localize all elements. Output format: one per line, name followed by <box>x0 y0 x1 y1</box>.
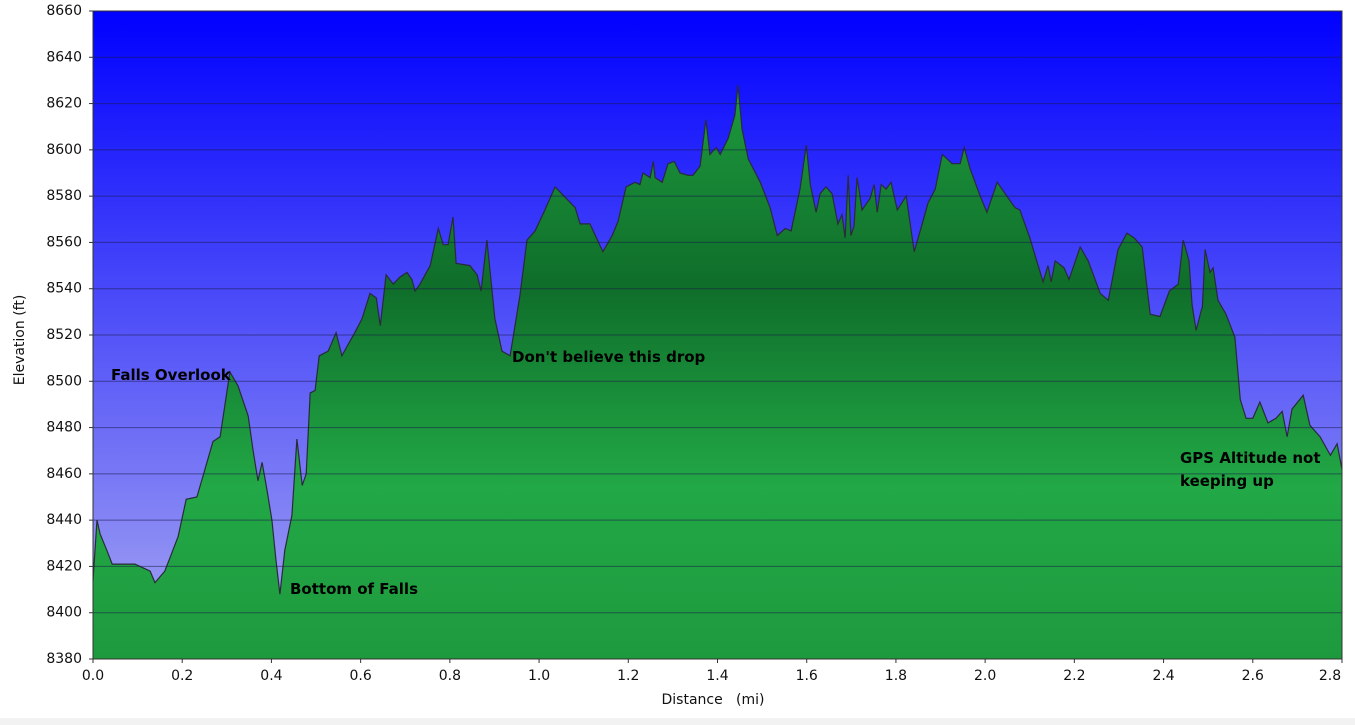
y-tick-label: 8460 <box>46 466 82 482</box>
x-tick-label: 2.0 <box>974 668 996 684</box>
x-axis-title: Distance (mi) <box>661 692 764 708</box>
y-tick-label: 8620 <box>46 96 82 112</box>
annotation: Don't believe this drop <box>512 348 706 366</box>
y-tick-label: 8660 <box>46 3 82 19</box>
x-tick-label: 1.8 <box>885 668 907 684</box>
y-tick-label: 8560 <box>46 234 82 250</box>
x-tick-label: 2.4 <box>1152 668 1174 684</box>
x-tick-label: 2.8 <box>1319 668 1341 684</box>
x-tick-label: 0.4 <box>260 668 282 684</box>
y-tick-label: 8500 <box>46 373 82 389</box>
x-tick-label: 0.8 <box>439 668 461 684</box>
y-tick-label: 8420 <box>46 558 82 574</box>
y-tick-label: 8580 <box>46 188 82 204</box>
annotation: Bottom of Falls <box>290 580 418 598</box>
x-tick-label: 2.6 <box>1242 668 1264 684</box>
x-tick-label: 0.2 <box>171 668 193 684</box>
x-tick-label: 2.2 <box>1063 668 1085 684</box>
x-tick-label: 1.2 <box>617 668 639 684</box>
y-tick-label: 8600 <box>46 142 82 158</box>
y-tick-label: 8480 <box>46 420 82 436</box>
y-tick-label: 8540 <box>46 281 82 297</box>
x-tick-label: 1.4 <box>706 668 728 684</box>
annotation: GPS Altitude not keeping up <box>1180 449 1321 490</box>
y-tick-label: 8640 <box>46 49 82 65</box>
y-axis-title: Elevation (ft) <box>12 295 28 386</box>
x-tick-label: 0.0 <box>82 668 104 684</box>
y-tick-label: 8400 <box>46 605 82 621</box>
x-tick-label: 0.6 <box>350 668 372 684</box>
x-tick-label: 1.0 <box>528 668 550 684</box>
y-tick-label: 8520 <box>46 327 82 343</box>
annotation: Falls Overlook <box>111 366 231 384</box>
elevation-outline <box>92 85 1343 595</box>
x-tick-label: 1.6 <box>796 668 818 684</box>
y-tick-label: 8380 <box>46 651 82 667</box>
area-fill <box>93 85 1342 660</box>
y-tick-label: 8440 <box>46 512 82 528</box>
